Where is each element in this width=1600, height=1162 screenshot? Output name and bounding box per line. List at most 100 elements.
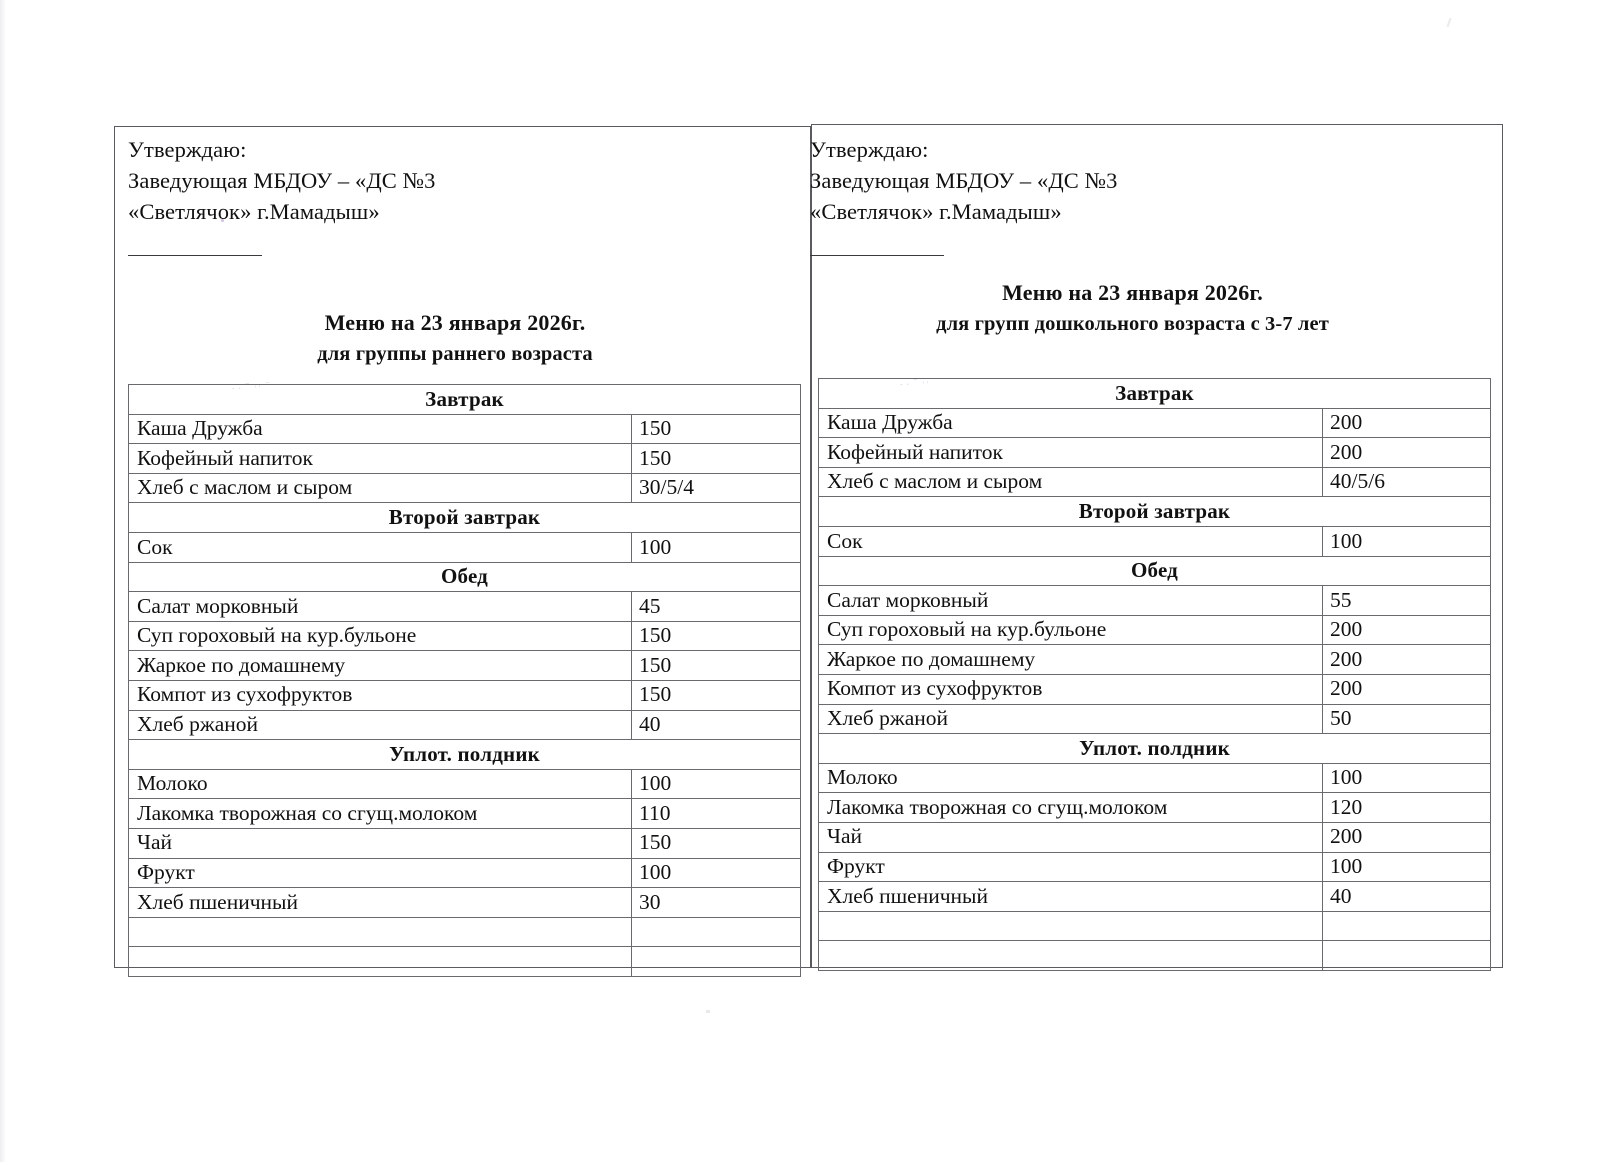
menu-item-name bbox=[128, 946, 632, 977]
menu-item-amount: 40 bbox=[631, 709, 801, 741]
menu-item-name: Жаркое по домашнему bbox=[128, 650, 632, 681]
menu-item-name: Салат морковный bbox=[128, 591, 632, 622]
menu-item-row: Каша Дружба 150 bbox=[128, 413, 801, 445]
menu-item-row: Молоко 100 bbox=[128, 768, 801, 800]
menu-section-row: Завтрак bbox=[818, 378, 1491, 409]
menu-item-row: Фрукт 100 bbox=[818, 851, 1491, 883]
approval-line-2: Заведующая МБДОУ – «ДС №3 bbox=[128, 168, 436, 193]
menu-item-row: Кофейный напиток 150 bbox=[128, 443, 801, 474]
menu-title-line-1: Меню на 23 января 2026г. bbox=[1002, 280, 1263, 305]
menu-section-label: Обед bbox=[818, 555, 1491, 587]
menu-item-name: Хлеб ржаной bbox=[128, 709, 632, 741]
menu-item-row: Каша Дружба 200 bbox=[818, 407, 1491, 439]
menu-section-label: Уплот. полдник bbox=[128, 739, 801, 770]
approval-block-left: Утверждаю: Заведующая МБДОУ – «ДС №3 «Св… bbox=[128, 134, 436, 256]
menu-item-name: Молоко bbox=[128, 768, 632, 800]
menu-item-name: Лакомка творожная со сгущ.молоком bbox=[128, 798, 632, 829]
menu-item-amount: 150 bbox=[631, 413, 801, 445]
menu-item-row: Кофейный напиток 200 bbox=[818, 437, 1491, 468]
menu-item-name: Жаркое по домашнему bbox=[818, 644, 1323, 675]
menu-table-right: Завтрак Каша Дружба 200 Кофейный напиток 200… bbox=[818, 378, 1491, 971]
menu-title-left: Меню на 23 января 2026г. для группы ранн… bbox=[228, 310, 682, 366]
menu-item-amount: 30 bbox=[631, 887, 801, 918]
menu-item-name: Хлеб с маслом и сыром bbox=[128, 472, 632, 504]
approval-line-2: Заведующая МБДОУ – «ДС №3 bbox=[810, 168, 1118, 193]
menu-item-amount: 200 bbox=[1322, 437, 1491, 468]
menu-section-row: Обед bbox=[128, 561, 801, 593]
menu-item-row: Салат морковный 45 bbox=[128, 591, 801, 622]
menu-section-label: Второй завтрак bbox=[818, 496, 1491, 527]
menu-item-amount: 100 bbox=[631, 857, 801, 889]
menu-section-label: Завтрак bbox=[128, 384, 801, 415]
menu-item-row: Компот из сухофруктов 200 bbox=[818, 673, 1491, 705]
approval-line-1: Утверждаю: bbox=[128, 137, 247, 162]
menu-item-name: Сок bbox=[818, 525, 1323, 557]
menu-item-amount: 150 bbox=[631, 679, 801, 711]
menu-section-label: Завтрак bbox=[818, 378, 1491, 409]
menu-item-amount: 100 bbox=[631, 531, 801, 563]
menu-blank-row bbox=[818, 940, 1491, 971]
menu-item-amount: 55 bbox=[1322, 585, 1491, 616]
menu-item-name: Компот из сухофруктов bbox=[128, 679, 632, 711]
approval-line-1: Утверждаю: bbox=[810, 137, 929, 162]
menu-item-amount bbox=[631, 946, 801, 977]
menu-item-amount bbox=[1322, 940, 1491, 971]
menu-item-row: Чай 200 bbox=[818, 821, 1491, 853]
menu-item-amount: 45 bbox=[631, 591, 801, 622]
menu-item-amount: 30/5/4 bbox=[631, 472, 801, 504]
menu-section-label: Обед bbox=[128, 561, 801, 593]
menu-item-name: Сок bbox=[128, 531, 632, 563]
menu-item-amount: 50 bbox=[1322, 703, 1491, 735]
menu-item-amount: 100 bbox=[1322, 525, 1491, 557]
menu-item-row: Салат морковный 55 bbox=[818, 585, 1491, 616]
menu-item-row: Суп гороховый на кур.бульоне 150 bbox=[128, 620, 801, 652]
menu-item-name bbox=[128, 916, 632, 948]
menu-item-name: Хлеб с маслом и сыром bbox=[818, 466, 1323, 498]
menu-item-row: Фрукт 100 bbox=[128, 857, 801, 889]
menu-item-amount: 100 bbox=[1322, 762, 1491, 794]
menu-title-line-2: для группы раннего возраста bbox=[317, 343, 593, 365]
menu-table-body-left: Завтрак Каша Дружба 150 Кофейный напиток 150… bbox=[128, 384, 801, 977]
menu-item-row: Хлеб с маслом и сыром 40/5/6 bbox=[818, 466, 1491, 498]
menu-item-amount bbox=[631, 916, 801, 948]
menu-section-row: Уплот. полдник bbox=[818, 733, 1491, 764]
menu-item-row: Сок 100 bbox=[818, 525, 1491, 557]
menu-section-row: Обед bbox=[818, 555, 1491, 587]
menu-item-amount bbox=[1322, 910, 1491, 942]
menu-item-name: Каша Дружба bbox=[128, 413, 632, 445]
menu-item-name: Кофейный напиток bbox=[818, 437, 1323, 468]
menu-item-amount: 150 bbox=[631, 827, 801, 859]
menu-item-row: Жаркое по домашнему 150 bbox=[128, 650, 801, 681]
signature-rule bbox=[128, 255, 262, 256]
menu-item-name bbox=[818, 940, 1323, 971]
menu-item-name: Фрукт bbox=[818, 851, 1323, 883]
menu-blank-row bbox=[818, 910, 1491, 942]
scan-speck bbox=[706, 1010, 710, 1013]
menu-item-name: Суп гороховый на кур.бульоне bbox=[128, 620, 632, 652]
menu-item-name: Салат морковный bbox=[818, 585, 1323, 616]
menu-item-amount: 100 bbox=[1322, 851, 1491, 883]
menu-item-amount: 150 bbox=[631, 443, 801, 474]
approval-line-3: «Светлячок» г.Мамадыш» bbox=[810, 199, 1062, 224]
menu-title-right: Меню на 23 января 2026г. для групп дошко… bbox=[905, 280, 1360, 336]
menu-item-row: Суп гороховый на кур.бульоне 200 bbox=[818, 614, 1491, 646]
menu-item-amount: 120 bbox=[1322, 792, 1491, 823]
menu-item-row: Чай 150 bbox=[128, 827, 801, 859]
menu-item-name: Компот из сухофруктов bbox=[818, 673, 1323, 705]
menu-item-amount: 200 bbox=[1322, 821, 1491, 853]
menu-item-name: Лакомка творожная со сгущ.молоком bbox=[818, 792, 1323, 823]
signature-rule bbox=[810, 255, 944, 256]
menu-item-row: Хлеб пшеничный 40 bbox=[818, 881, 1491, 912]
menu-item-amount: 200 bbox=[1322, 407, 1491, 439]
menu-item-row: Компот из сухофруктов 150 bbox=[128, 679, 801, 711]
menu-blank-row bbox=[128, 946, 801, 977]
approval-line-3: «Светлячок» г.Мамадыш» bbox=[128, 199, 380, 224]
menu-item-name: Кофейный напиток bbox=[128, 443, 632, 474]
menu-item-amount: 40 bbox=[1322, 881, 1491, 912]
menu-item-row: Хлеб ржаной 50 bbox=[818, 703, 1491, 735]
menu-item-amount: 200 bbox=[1322, 614, 1491, 646]
menu-item-row: Молоко 100 bbox=[818, 762, 1491, 794]
menu-item-amount: 150 bbox=[631, 620, 801, 652]
approval-block-right: Утверждаю: Заведующая МБДОУ – «ДС №3 «Св… bbox=[810, 134, 1118, 256]
menu-item-row: Хлеб ржаной 40 bbox=[128, 709, 801, 741]
